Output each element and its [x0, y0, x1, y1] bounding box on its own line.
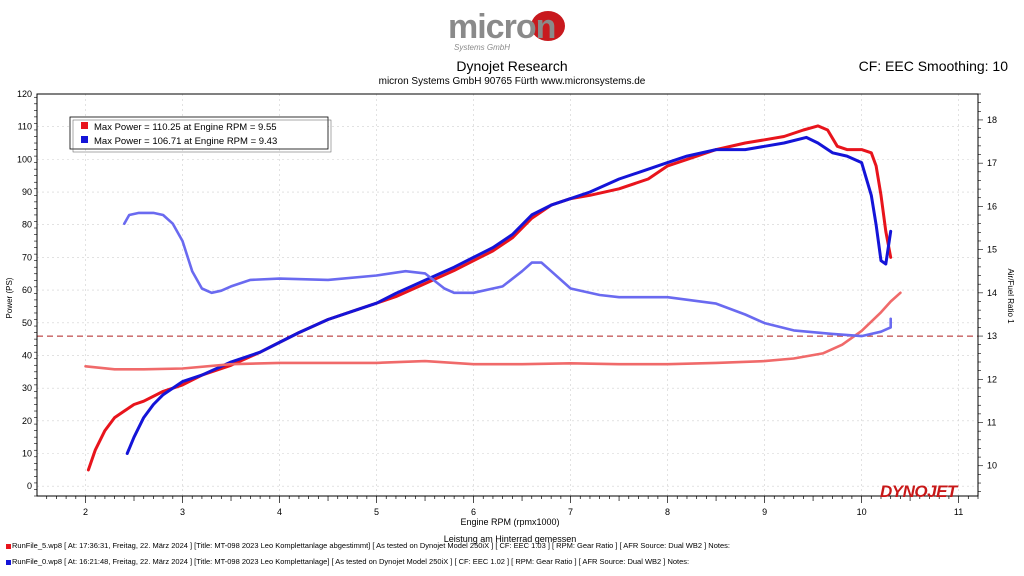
chart-subtitle: micron Systems GmbH 90765 Fürth www.micr…: [378, 76, 646, 87]
x-tick-label: 4: [277, 507, 282, 517]
x-tick-label: 11: [954, 507, 963, 517]
legend-swatch-red: [81, 122, 88, 129]
chart-title: Dynojet Research: [456, 58, 568, 74]
x-tick-label: 8: [665, 507, 670, 517]
legend-swatch-blue: [81, 136, 88, 143]
y-tick-label: 40: [22, 350, 32, 360]
legend-box: Max Power = 110.25 at Engine RPM = 9.55 …: [69, 116, 332, 153]
dynojet-watermark: DYNOJET: [880, 482, 959, 501]
x-axis: 2 3 4 5 6 7 8 9 10 11: [46, 496, 979, 517]
x-tick-label: 9: [762, 507, 767, 517]
y-tick-label: 0: [27, 481, 32, 491]
series-group: [84, 124, 902, 472]
y2-tick-label: 18: [987, 115, 997, 125]
series-line-red_afr: [84, 291, 902, 371]
logo-sub-text: Systems GmbH: [454, 43, 510, 52]
y2-tick-label: 17: [987, 158, 997, 168]
y-axis-label: Power (PS): [5, 277, 14, 318]
y-tick-label: 80: [22, 220, 32, 230]
x-axis-label: Engine RPM (rpmx1000): [460, 517, 559, 527]
y2-tick-label: 11: [987, 418, 996, 428]
y2-tick-label: 10: [987, 461, 997, 471]
x-tick-label: 7: [568, 507, 573, 517]
footer-run-blue: RunFile_0.wp8 [ At: 16:21:48, Freitag, 2…: [6, 557, 689, 566]
y-tick-label: 30: [22, 383, 32, 393]
legend-entry-blue: Max Power = 106.71 at Engine RPM = 9.43: [94, 136, 277, 147]
y-tick-label: 60: [22, 285, 32, 295]
micron-logo: micron Systems GmbH: [448, 8, 565, 52]
logo-main-text: micron: [448, 8, 555, 46]
x-axis-sublabel: Leistung am Hinterrad gemessen: [444, 534, 577, 544]
y-tick-label: 90: [22, 187, 32, 197]
y-tick-label: 10: [22, 449, 32, 459]
footer-run-red: RunFile_5.wp8 [ At: 17:36:31, Freitag, 2…: [6, 541, 730, 550]
y2-tick-label: 14: [987, 288, 997, 298]
y-tick-label: 20: [22, 416, 32, 426]
correction-factor-label: CF: EEC Smoothing: 10: [858, 58, 1008, 74]
x-tick-label: 2: [83, 507, 88, 517]
y-tick-label: 120: [17, 89, 32, 99]
y2-tick-label: 15: [987, 245, 997, 255]
x-tick-label: 6: [471, 507, 476, 517]
y-axis-power: 0 10 20 30 40 50 60 70 80 90 100 110 120: [17, 89, 37, 497]
y-tick-label: 70: [22, 252, 32, 262]
x-tick-label: 5: [374, 507, 379, 517]
y-tick-label: 100: [17, 154, 32, 164]
plot-area: [37, 94, 978, 496]
y-axis-afr: 10 11 12 13 14 15 16 17 18: [978, 93, 997, 492]
footer-swatch-red: [6, 543, 11, 549]
x-tick-label: 10: [857, 507, 867, 517]
y-tick-label: 110: [18, 122, 32, 132]
y-tick-label: 50: [22, 318, 32, 328]
series-line-blue_afr: [123, 211, 893, 338]
y2-axis-label: Air/Fuel Ratio 1: [1006, 268, 1015, 324]
footer-run-blue-text: RunFile_0.wp8 [ At: 16:21:48, Freitag, 2…: [12, 557, 690, 566]
legend-entry-red: Max Power = 110.25 at Engine RPM = 9.55: [94, 122, 277, 133]
plot-frame: [36, 93, 979, 497]
y2-tick-label: 16: [987, 201, 997, 211]
x-tick-label: 3: [180, 507, 185, 517]
footer-run-red-text: RunFile_5.wp8 [ At: 17:36:31, Freitag, 2…: [12, 541, 730, 550]
footer-swatch-blue: [6, 559, 11, 565]
y2-tick-label: 12: [987, 374, 997, 384]
y2-tick-label: 13: [987, 331, 997, 341]
